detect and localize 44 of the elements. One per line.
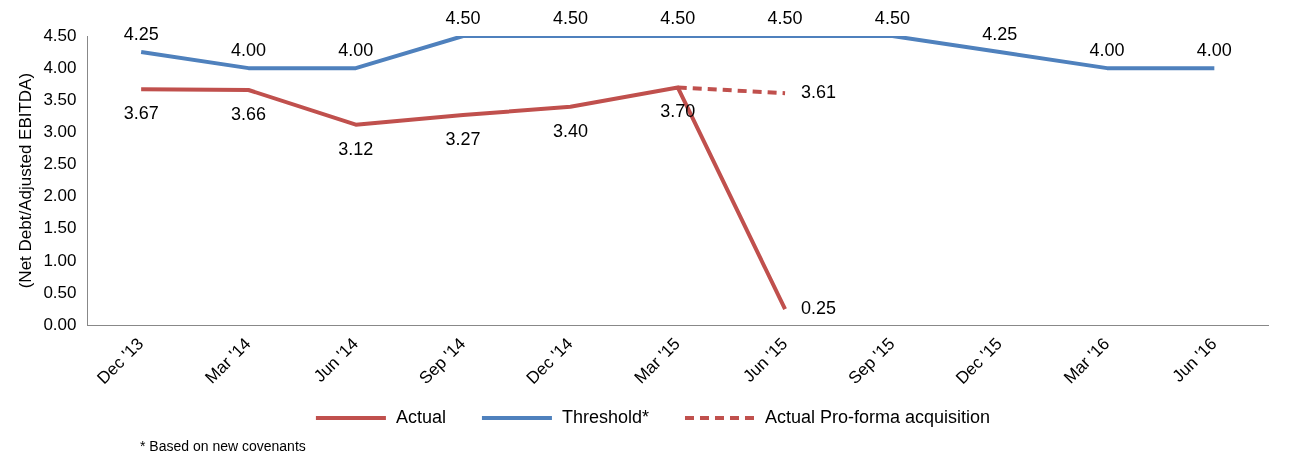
data-label: 0.25 — [801, 298, 837, 319]
data-label: 4.50 — [445, 7, 481, 28]
data-label: 3.12 — [338, 138, 374, 159]
data-label: 3.66 — [230, 103, 266, 124]
x-tick-label: Dec '14 — [522, 334, 577, 388]
x-tick-label: Dec '13 — [93, 334, 148, 388]
x-tick-label: Mar '16 — [1060, 334, 1114, 388]
y-tick-label: 2.50 — [43, 154, 77, 174]
legend-label: Threshold* — [561, 406, 649, 427]
data-label: 4.25 — [982, 24, 1018, 45]
data-label: 3.61 — [801, 82, 837, 103]
data-label: 4.25 — [123, 24, 159, 45]
x-tick-label: Sep '15 — [844, 334, 899, 388]
data-label: 3.40 — [552, 120, 588, 141]
data-label: 3.67 — [123, 103, 159, 124]
data-label: 4.00 — [1089, 40, 1125, 61]
data-label: 4.00 — [338, 40, 374, 61]
x-tick-label: Jun '16 — [1168, 334, 1221, 386]
legend-label: Actual — [395, 406, 446, 427]
x-tick-label: Mar '15 — [630, 334, 684, 388]
data-label: 4.50 — [767, 7, 803, 28]
data-label: 3.27 — [445, 129, 481, 150]
y-tick-label: 4.50 — [43, 25, 77, 45]
y-tick-label: 3.50 — [43, 89, 77, 109]
data-label: 4.50 — [660, 7, 696, 28]
x-tick-label: Mar '14 — [201, 334, 255, 388]
y-tick-label: 1.50 — [43, 218, 77, 238]
y-tick-label: 2.00 — [43, 186, 77, 206]
text: * Based on new covenants — [140, 438, 307, 454]
x-tick-label: Jun '15 — [739, 334, 792, 386]
x-tick-label: Jun '14 — [310, 334, 362, 386]
y-tick-label: 1.00 — [43, 250, 77, 270]
data-label: 4.50 — [552, 7, 588, 28]
y-tick-label: 3.00 — [43, 122, 77, 142]
y-axis-title: (Net Debt/Adjusted EBITDA) — [15, 72, 35, 289]
data-label: 4.50 — [874, 7, 910, 28]
y-tick-label: 0.50 — [43, 282, 77, 302]
data-label: 4.00 — [1196, 40, 1232, 61]
x-tick-label: Dec '15 — [952, 334, 1006, 388]
y-tick-label: 4.00 — [43, 57, 77, 77]
data-label: 4.00 — [230, 40, 266, 61]
legend-label: Actual Pro-forma acquisition — [764, 406, 991, 427]
x-tick-label: Sep '14 — [415, 334, 470, 388]
y-tick-label: 0.00 — [43, 314, 77, 334]
